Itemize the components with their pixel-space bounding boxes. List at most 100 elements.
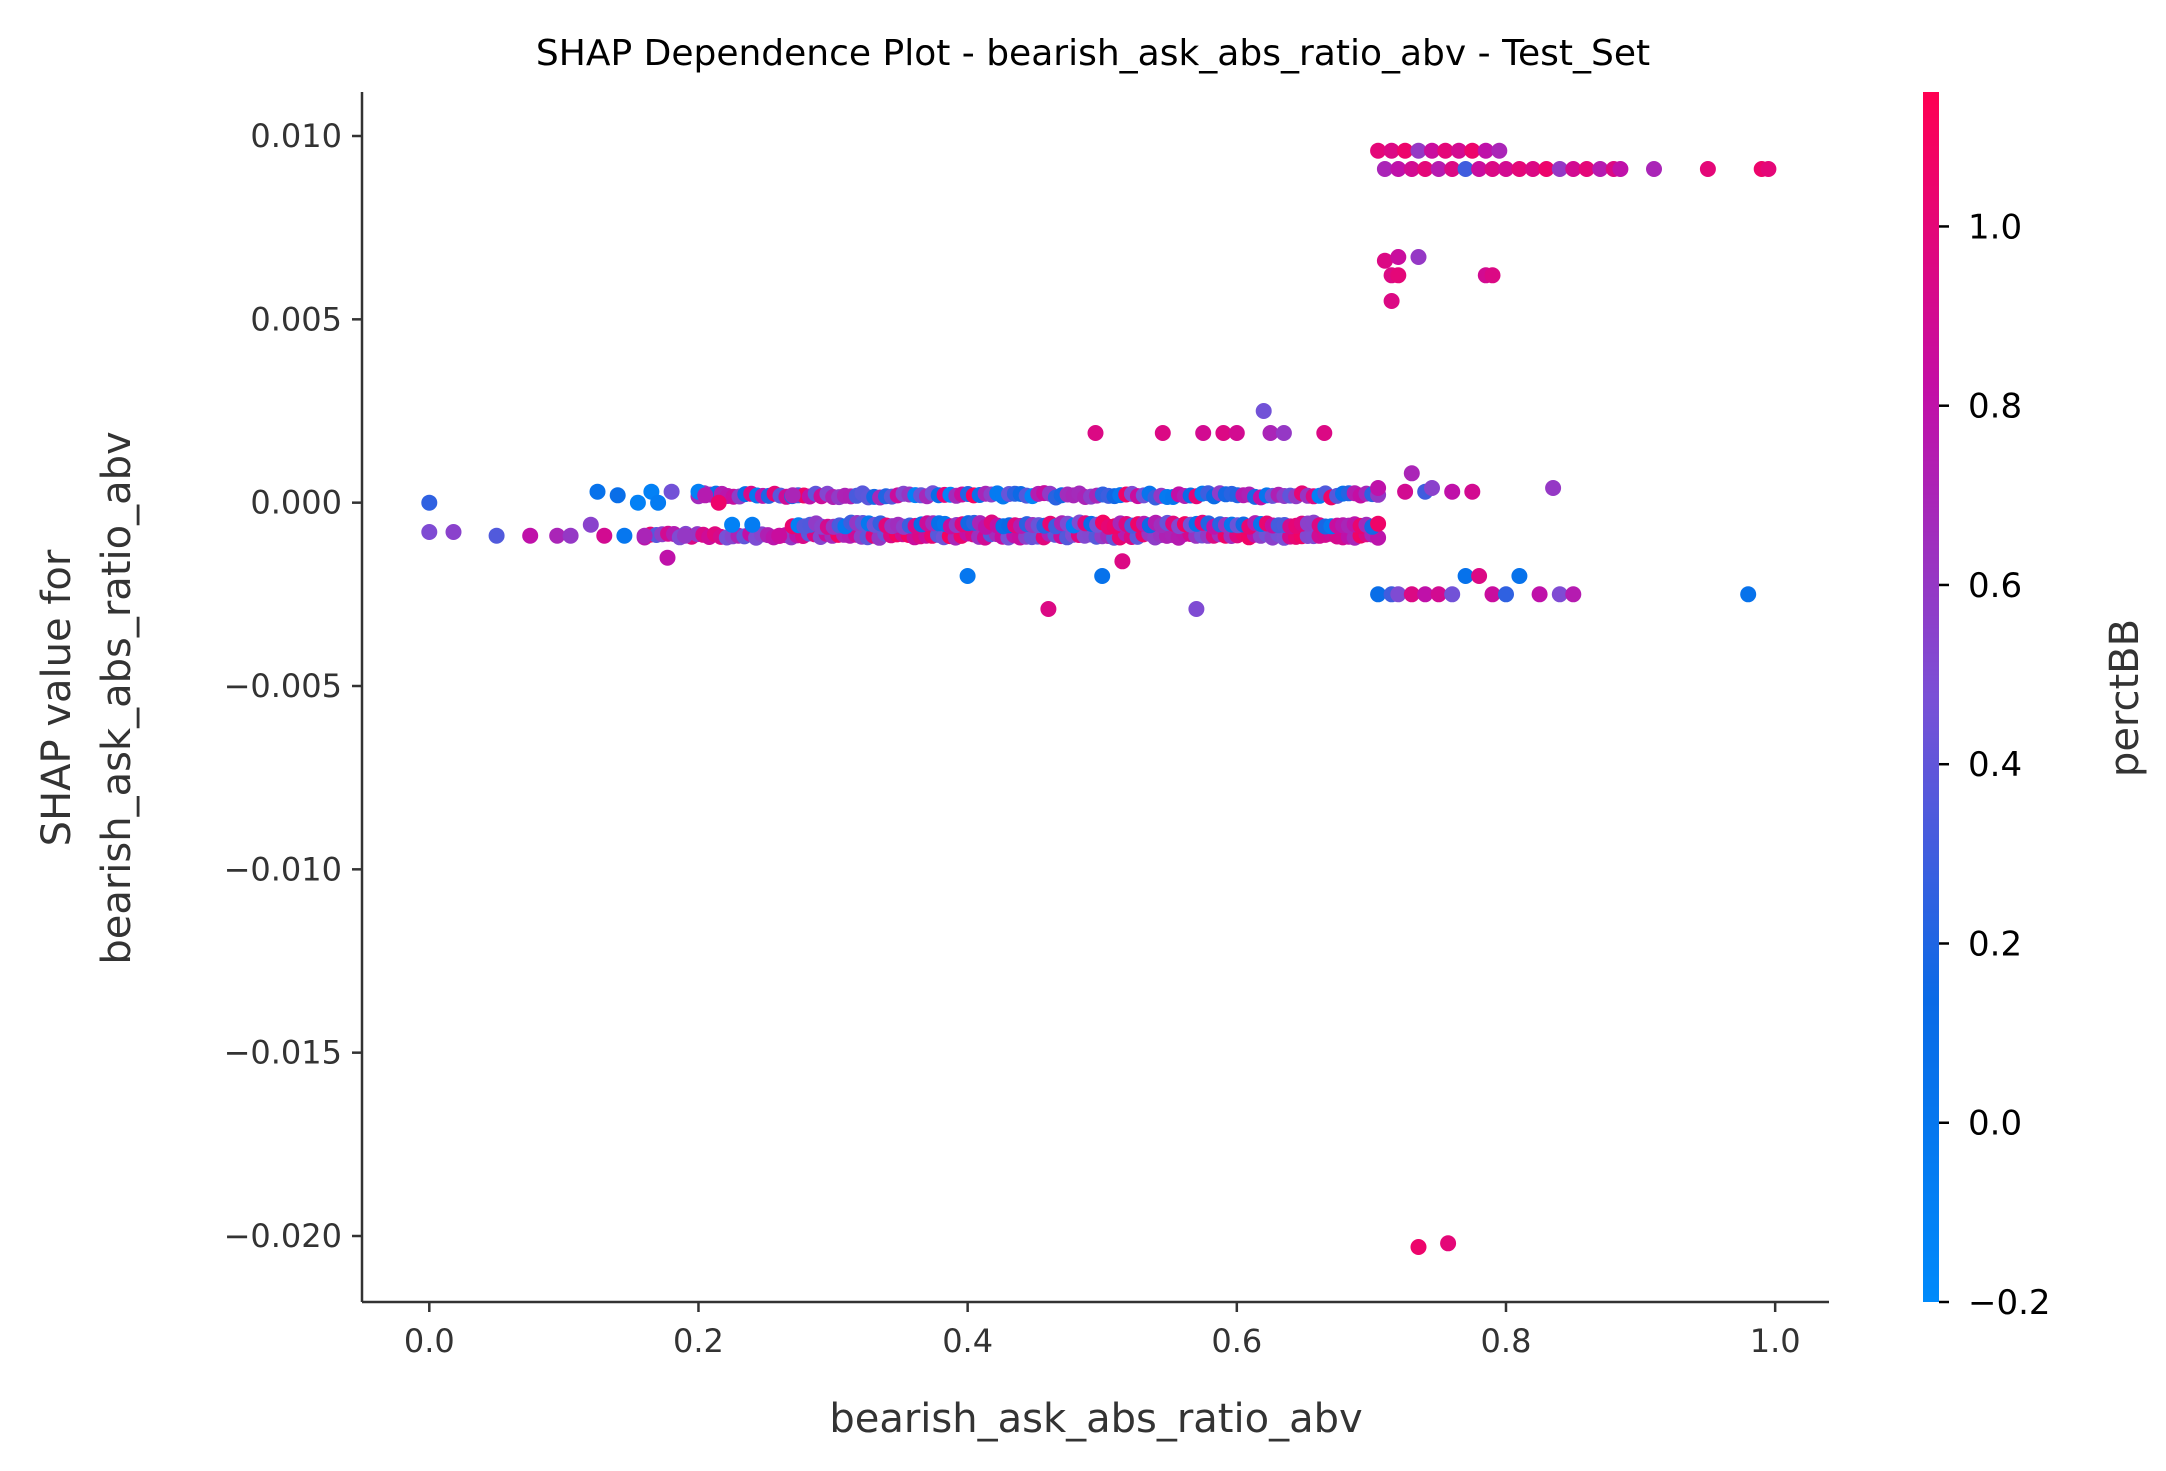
data-point xyxy=(1424,142,1440,159)
colorbar-tick-label: 0.4 xyxy=(1968,745,2022,785)
data-point xyxy=(1437,142,1454,159)
data-point xyxy=(1403,465,1420,482)
data-point xyxy=(616,527,633,544)
data-point xyxy=(1370,586,1387,603)
chart-title: SHAP Dependence Plot - bearish_ask_abs_r… xyxy=(536,33,1650,74)
data-point xyxy=(589,483,606,500)
data-point xyxy=(1551,586,1568,603)
data-point xyxy=(1397,483,1414,500)
data-point xyxy=(1471,568,1488,584)
data-point xyxy=(1430,161,1447,177)
data-point xyxy=(1255,403,1272,419)
data-point xyxy=(1430,586,1447,603)
data-point xyxy=(1444,586,1461,603)
data-point xyxy=(1228,425,1245,441)
data-point xyxy=(1511,568,1528,584)
data-point xyxy=(1444,161,1461,177)
data-point xyxy=(1531,586,1548,603)
data-point xyxy=(1545,480,1562,496)
colorbar-label: perctBB xyxy=(2102,619,2148,777)
data-point xyxy=(1498,586,1514,603)
data-point xyxy=(1457,161,1474,177)
data-point xyxy=(1370,515,1387,532)
data-point xyxy=(1410,249,1427,265)
data-point xyxy=(1188,601,1205,617)
data-point xyxy=(596,527,613,544)
data-point xyxy=(445,524,462,540)
colorbar-tick-label: 0.6 xyxy=(1968,566,2022,606)
data-point xyxy=(609,487,626,504)
data-point xyxy=(659,549,676,566)
data-point xyxy=(1390,249,1407,265)
data-point xyxy=(1410,142,1427,159)
data-point xyxy=(1275,425,1292,441)
data-point xyxy=(1094,568,1111,584)
data-point xyxy=(1646,161,1662,177)
data-point xyxy=(677,527,693,544)
data-point xyxy=(1397,142,1414,159)
data-point xyxy=(1376,161,1393,177)
data-point xyxy=(1403,586,1420,603)
data-point xyxy=(488,527,505,544)
data-point xyxy=(1699,161,1716,177)
y-axis-label-line2: bearish_ask_abs_ratio_abv xyxy=(94,431,140,964)
data-point xyxy=(522,527,539,544)
data-point xyxy=(1498,161,1514,177)
data-point xyxy=(1464,142,1481,159)
colorbar-tick-label: −0.2 xyxy=(1968,1283,2051,1323)
data-point xyxy=(959,568,976,584)
data-point xyxy=(421,494,438,511)
data-point xyxy=(582,516,599,533)
data-point xyxy=(1440,1235,1457,1252)
data-point xyxy=(1477,142,1494,159)
data-point xyxy=(1565,161,1582,177)
y-axis-ticks: 0.010 0.005 0.000 −0.005 −0.010 −0.015 −0.020 xyxy=(224,117,362,1255)
data-point xyxy=(1390,586,1407,603)
data-point xyxy=(1417,586,1434,603)
data-point xyxy=(629,494,646,511)
data-point xyxy=(1760,161,1777,177)
data-point xyxy=(1424,480,1440,496)
data-point xyxy=(1215,425,1232,441)
data-point xyxy=(1464,483,1481,500)
y-tick-label: −0.010 xyxy=(224,850,342,888)
data-point xyxy=(1370,480,1387,496)
y-tick-label: −0.020 xyxy=(224,1217,342,1255)
x-tick-label: 0.0 xyxy=(404,1322,455,1360)
data-point xyxy=(771,527,788,544)
y-tick-label: 0.000 xyxy=(250,484,342,522)
data-point xyxy=(1578,161,1595,177)
data-point xyxy=(1740,586,1757,603)
x-tick-label: 1.0 xyxy=(1750,1322,1801,1360)
data-point xyxy=(421,524,438,540)
data-point xyxy=(1417,161,1434,177)
colorbar-tick-label: 1.0 xyxy=(1968,207,2022,247)
data-point xyxy=(1484,161,1501,177)
y-tick-label: 0.005 xyxy=(250,300,342,338)
data-point xyxy=(1484,267,1501,284)
data-point xyxy=(1040,601,1057,617)
data-point xyxy=(562,527,579,544)
data-point xyxy=(1195,425,1212,441)
colorbar-tick-label: 0.8 xyxy=(1968,387,2022,427)
data-point xyxy=(1511,161,1528,177)
data-point xyxy=(744,516,761,533)
data-point xyxy=(1383,142,1400,159)
data-point xyxy=(636,527,653,544)
data-point xyxy=(1262,425,1279,441)
data-point xyxy=(1524,161,1541,177)
x-tick-label: 0.6 xyxy=(1211,1322,1262,1360)
colorbar xyxy=(1923,92,1939,1302)
data-point xyxy=(1444,483,1461,500)
data-point xyxy=(1565,586,1582,603)
data-point xyxy=(784,487,801,504)
data-point xyxy=(724,516,741,533)
scatter-points xyxy=(421,142,1777,1255)
y-tick-label: −0.005 xyxy=(224,667,342,705)
data-point xyxy=(1592,161,1609,177)
data-point xyxy=(1087,425,1104,441)
y-tick-label: −0.015 xyxy=(224,1034,342,1072)
data-point xyxy=(1471,161,1488,177)
data-point xyxy=(1390,267,1407,284)
